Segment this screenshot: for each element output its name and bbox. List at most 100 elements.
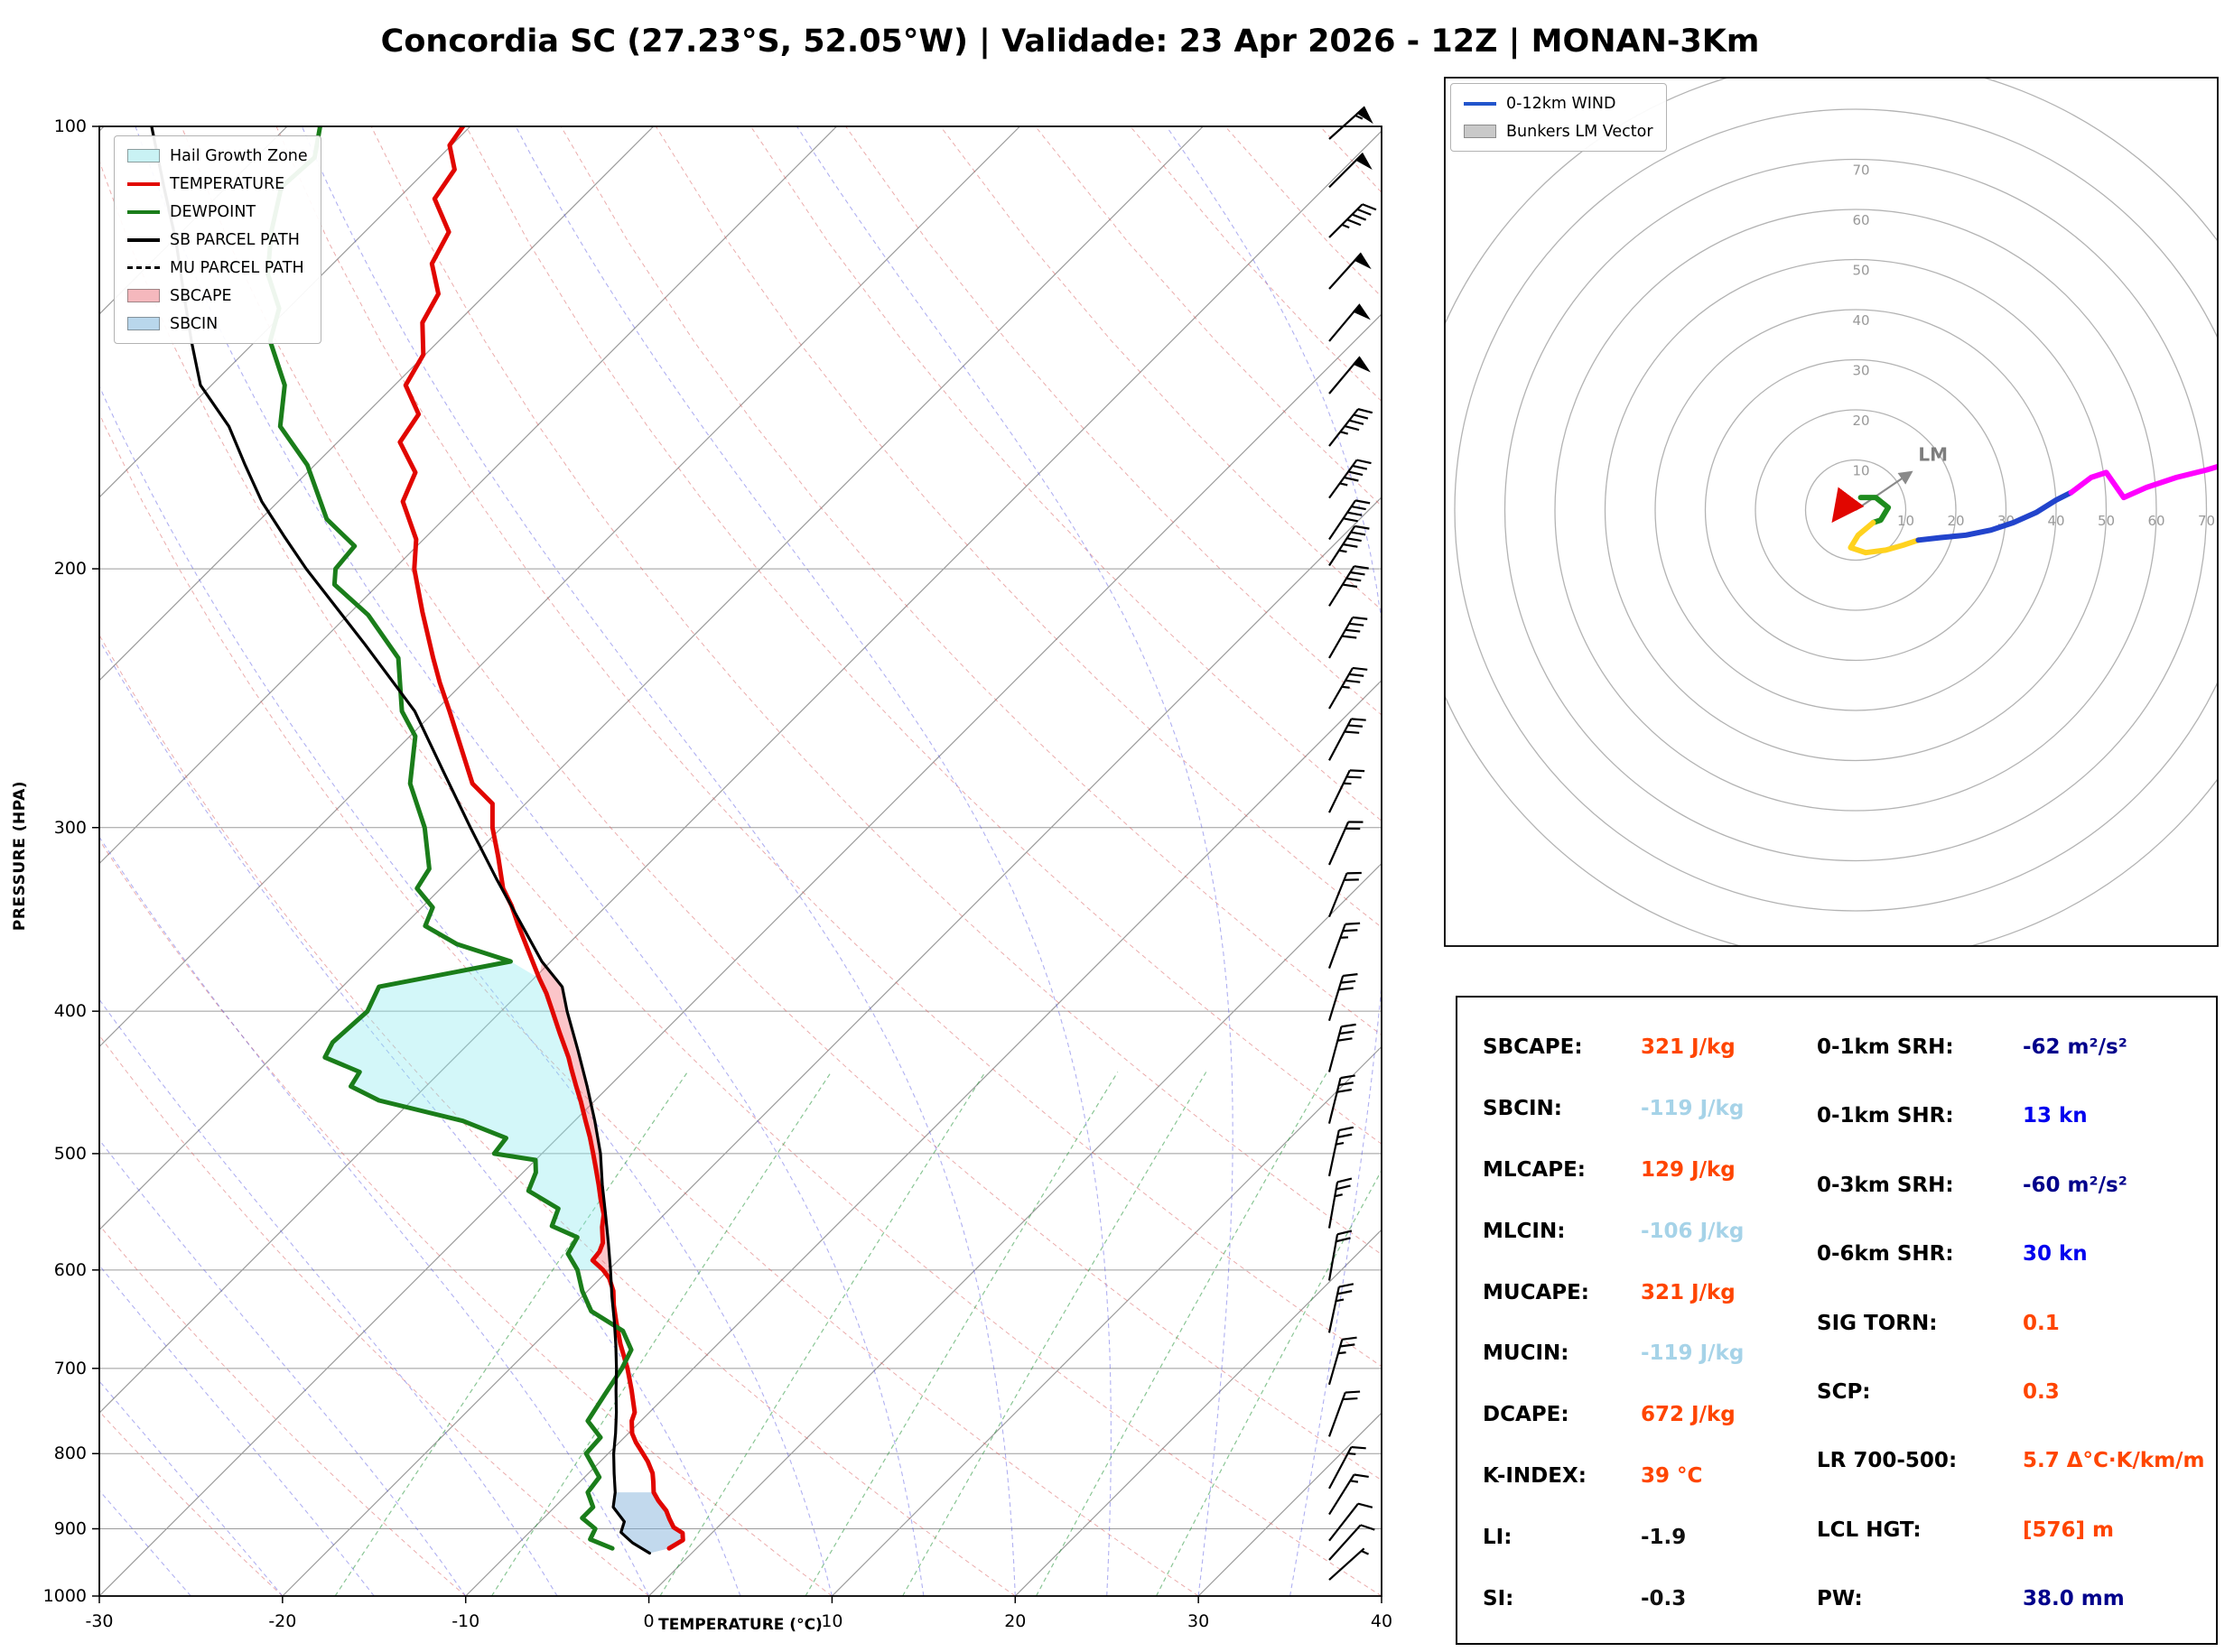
temperature-tick-label: 0 (644, 1611, 655, 1631)
sbcin-swatch (127, 317, 160, 330)
temperature-tick-label: 40 (1371, 1611, 1392, 1631)
ring-label-horizontal: 10 (1897, 513, 1914, 529)
index-row-sbcin: SBCIN: -119 J/kg (1483, 1097, 1801, 1120)
wind-barb (1327, 1283, 1354, 1333)
moist-adiabat-line (301, 126, 1016, 1596)
isotherm-line (99, 126, 837, 865)
skewt-plot-area (99, 126, 1445, 1596)
dry-adiabat-line (1224, 126, 1382, 298)
index-value: 5.7 Δ°C·K/km/m (2023, 1449, 2205, 1473)
moist-adiabat-line (99, 1138, 467, 1596)
dry-adiabat-line (845, 126, 1382, 716)
index-label: SIG TORN: (1817, 1311, 1938, 1335)
isotherm-line (99, 126, 655, 682)
wind-barb (1328, 666, 1368, 710)
legend-label: Bunkers LM Vector (1506, 122, 1653, 141)
indices-panel: SBCAPE: 321 J/kg SBCIN: -119 J/kg MLCAPE: 129… (1456, 996, 2218, 1645)
index-value: -106 J/kg (1641, 1219, 1745, 1243)
wind-barb (1328, 1524, 1375, 1561)
index-row-sbcape: SBCAPE: 321 J/kg (1483, 1035, 1801, 1059)
index-row-li: LI: -1.9 (1483, 1526, 1801, 1549)
index-row-mucin: MUCIN: -119 J/kg (1483, 1341, 1801, 1365)
dry-adiabat-line (99, 839, 833, 1596)
index-value: -1.9 (1641, 1526, 1687, 1549)
index-value: 321 J/kg (1641, 1035, 1736, 1059)
isotherm-line (99, 126, 1020, 1048)
index-row-0-6km-shr: 0-6km SHR: 30 kn (1817, 1242, 2209, 1266)
hodograph-segment-0-1-km (1831, 487, 1865, 524)
wind-barb (1328, 1473, 1369, 1516)
wind-barbs-column (1327, 106, 1377, 1581)
index-value: 39 °C (1641, 1464, 1703, 1489)
isotherm-line (1014, 1229, 1382, 1596)
mu-parcel-path-swatch (127, 266, 160, 269)
wind-barb (1328, 459, 1372, 499)
wind-barb (1327, 1074, 1355, 1124)
pressure-tick-label: 600 (54, 1260, 87, 1280)
dry-adiabat-line (99, 1035, 649, 1596)
ring-label-vertical: 30 (1852, 363, 1869, 379)
index-row-mucape: MUCAPE: 321 J/kg (1483, 1281, 1801, 1304)
mixing-ratio-line (1035, 1072, 1328, 1596)
index-label: MLCIN: (1483, 1219, 1566, 1243)
index-row-0-1km-srh: 0-1km SRH: -62 m²/s² (1817, 1035, 2209, 1059)
index-label: LR 700-500: (1817, 1449, 1958, 1473)
sbcape-swatch (127, 289, 160, 302)
isotherm-line (99, 126, 105, 132)
index-value: 13 kn (2023, 1104, 2088, 1128)
wind-barb (1328, 408, 1373, 447)
dry-adiabat-line (370, 126, 1382, 1256)
dry-adiabat-line (275, 126, 1382, 1368)
mu-parcel-path-curve (150, 126, 651, 1555)
index-value: 0.1 (2023, 1311, 2060, 1335)
dewpoint-curve (265, 126, 634, 1551)
hodograph-ring (1755, 409, 1957, 611)
isotherm-line (99, 126, 288, 315)
index-value: 129 J/kg (1641, 1157, 1736, 1182)
index-label: MLCAPE: (1483, 1157, 1586, 1182)
sbcin-region (613, 1492, 684, 1554)
pressure-tick-label: 700 (54, 1359, 87, 1378)
ring-label-horizontal: 70 (2198, 513, 2215, 529)
index-row-sig-torn: SIG TORN: 0.1 (1817, 1312, 2209, 1335)
dry-adiabat-line (1415, 126, 1445, 1596)
dry-adiabat-line (99, 412, 1199, 1596)
index-label: 0-6km SHR: (1817, 1242, 1954, 1267)
moist-adiabat-line (515, 126, 1112, 1596)
pressure-tick-label: 900 (54, 1519, 87, 1539)
pressure-tick-label: 800 (54, 1443, 87, 1463)
hodograph-ring (1804, 459, 1907, 561)
hodograph-segment-3-6-km (1848, 519, 1922, 556)
index-row-mlcin: MLCIN: -106 J/kg (1483, 1220, 1801, 1243)
wind-barb (1328, 152, 1373, 189)
index-row-mlcape: MLCAPE: 129 J/kg (1483, 1158, 1801, 1182)
temperature-tick-label: 10 (821, 1611, 842, 1631)
legend-label: 0-12km WIND (1506, 94, 1616, 113)
dry-adiabat-line (940, 126, 1382, 611)
index-row-si: SI: -0.3 (1483, 1587, 1801, 1610)
dry-adiabat-line (181, 126, 1382, 1481)
moist-adiabat-line (99, 638, 741, 1596)
index-value: 321 J/kg (1641, 1280, 1736, 1304)
mixing-ratio-line (805, 1072, 1119, 1596)
pressure-tick-label: 100 (54, 116, 87, 136)
ring-label-vertical: 50 (1852, 263, 1869, 279)
pressure-tick-label: 400 (54, 1001, 87, 1021)
wind-barb (1327, 871, 1362, 918)
temperature-tick-label: 20 (1004, 1611, 1026, 1631)
index-row-lr-700-500: LR 700-500: 5.7 Δ°C·K/km/m (1817, 1449, 2209, 1472)
index-label: 0-1km SHR: (1817, 1104, 1954, 1128)
wind-barb (1328, 1445, 1366, 1490)
hodograph-ring (1654, 309, 2057, 711)
dry-adiabat-line (560, 126, 1382, 1036)
isotherm-line (99, 130, 1382, 1414)
pressure-tick-label: 300 (54, 818, 87, 838)
isotherm-line (465, 679, 1382, 1596)
legend-item-bunkers-lm-vector: Bunkers LM Vector (1464, 120, 1653, 143)
temperature-tick-label: -20 (268, 1611, 296, 1631)
index-label: 0-3km SRH: (1817, 1173, 1954, 1197)
isotherm-line (282, 497, 1382, 1596)
index-value: -119 J/kg (1641, 1341, 1745, 1366)
